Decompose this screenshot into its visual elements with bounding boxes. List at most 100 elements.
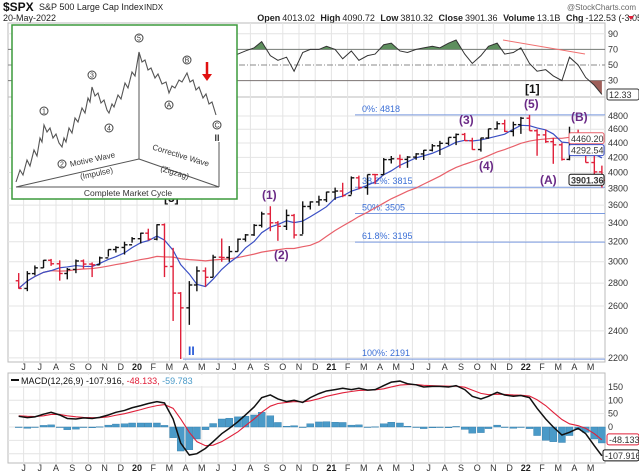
price-bar [210, 254, 217, 278]
macd-histogram-bar [590, 426, 599, 440]
price-bar [24, 271, 31, 292]
chart-date: 20-May-2022 [3, 13, 56, 23]
watermark: @StockCharts.com [567, 3, 636, 12]
macd-histogram-bar [250, 414, 258, 428]
inset-label-c: C [214, 123, 219, 130]
ma-long-tag: 4460.20 [568, 132, 605, 145]
x-tick-label: A [442, 463, 448, 473]
y-tick-label: 4400 [608, 138, 628, 148]
low-label: Low [380, 13, 399, 23]
inset-label-1: 1 [42, 109, 46, 116]
x-tick-label: M [392, 463, 400, 473]
macd-legend-label: MACD(12,26,9) [21, 376, 84, 386]
macd-histogram-bar [63, 426, 71, 430]
price-bar [72, 259, 79, 274]
macd-histogram-bar [137, 422, 145, 428]
fib-label: 38.2%: 3815 [362, 176, 413, 186]
macd-histogram-bar [120, 423, 129, 428]
price-bar [64, 267, 71, 280]
x-tick-label: J [426, 362, 431, 372]
price-bar [121, 241, 128, 255]
macd-tick-label: 50 [608, 409, 618, 419]
price-bar [307, 201, 314, 210]
price-bar [15, 273, 22, 290]
macd-histogram-bar [88, 426, 96, 429]
inset-label-3: 3 [90, 73, 94, 80]
macd-histogram-bar [542, 426, 550, 441]
fib-label: 0%: 4818 [362, 104, 400, 114]
macd-histogram-bar [493, 424, 501, 428]
price-bar [436, 140, 443, 155]
macd-line [18, 380, 603, 457]
macd-histogram-bar [509, 426, 518, 429]
svg-text:3901.36: 3901.36 [571, 175, 604, 185]
inset-label-4: 4 [107, 126, 111, 133]
x-tick-label: F [150, 463, 156, 473]
price-bar [96, 256, 103, 266]
x-tick-label: O [85, 463, 92, 473]
x-tick-label: M [392, 362, 400, 372]
macd-histogram-bar [387, 421, 395, 428]
macd-histogram-bar [477, 426, 485, 433]
price-bar [234, 238, 241, 253]
symbol: $SPX [3, 0, 34, 14]
x-tick-label: M [587, 463, 595, 473]
inset-label-2: 2 [60, 162, 64, 169]
x-tick-label: A [571, 463, 577, 473]
rsi-overbought-fill [18, 40, 602, 50]
ohlc-line: Open 4013.02 High 4090.72 Low 3810.32 Close… [257, 13, 639, 23]
x-tick-label: O [85, 362, 92, 372]
x-tick-label: M [360, 362, 368, 372]
x-tick-label: F [539, 362, 545, 372]
x-tick-label: 21 [326, 463, 336, 473]
fib-label: 50%: 3505 [362, 202, 405, 212]
price-bar [534, 129, 541, 156]
x-tick-label: D [118, 362, 125, 372]
price-bar [323, 191, 330, 203]
price-bar [137, 232, 144, 244]
macd-histogram-bar [72, 426, 80, 430]
macd-histogram-bar [112, 423, 120, 428]
price-bar [177, 292, 184, 359]
macd-legend: MACD(12,26,9) -107.916, -48.133, -59.783 [9, 375, 209, 386]
wave-label-4: (4) [479, 159, 494, 173]
macd-histogram-bar [363, 426, 372, 428]
price-bar [170, 247, 177, 321]
price-bar [485, 128, 492, 139]
macd-histogram-bar [218, 418, 226, 428]
price-bar [283, 209, 290, 231]
price-bar [105, 248, 112, 259]
macd-indicator [14, 380, 606, 457]
x-tick-label: N [101, 362, 108, 372]
price-bar [413, 153, 420, 160]
x-tick-label: 21 [326, 362, 336, 372]
motive-base-line [15, 158, 140, 188]
x-tick-label: O [474, 362, 481, 372]
inset-label-5: 5 [137, 36, 141, 43]
price-bar [477, 137, 484, 152]
x-tick-label: J [410, 463, 415, 473]
chart-header: $SPX S&P 500 Large Cap Index INDX @Stock… [3, 0, 639, 23]
fibonacci-levels: 0%: 4818 38.2%: 3815 50%: 3505 61.8%: 3195 1… [183, 104, 605, 360]
chg-label: Chg [566, 13, 584, 23]
macd-histogram-bar [23, 426, 32, 429]
macd-histogram-bar [95, 426, 104, 428]
x-tick-label: M [166, 362, 174, 372]
y-tick-label: 4800 [608, 111, 628, 121]
value-tags: 12.33 4460.20 4292.54 3901.36 -48.133 -1… [568, 88, 639, 462]
wave-annotations: (1) (2) (3) (4) (5) (A) (B) [1] [5] I II [164, 82, 588, 358]
x-tick-label: J [232, 463, 237, 473]
ma-long-line [18, 136, 603, 289]
macd-tick-label: 0 [608, 422, 613, 432]
price-bar [251, 224, 258, 236]
price-bar [388, 155, 395, 164]
macd-histogram-bar [144, 422, 152, 428]
open-value: 4013.02 [282, 13, 315, 23]
price-bar [404, 156, 411, 168]
macd-histogram-bar [371, 426, 379, 428]
macd-histogram-bar [517, 426, 525, 428]
macd-histogram-bar [331, 421, 339, 428]
x-tick-label: S [458, 463, 464, 473]
macd-histogram-bar [274, 422, 282, 428]
x-tick-label: O [474, 463, 481, 473]
